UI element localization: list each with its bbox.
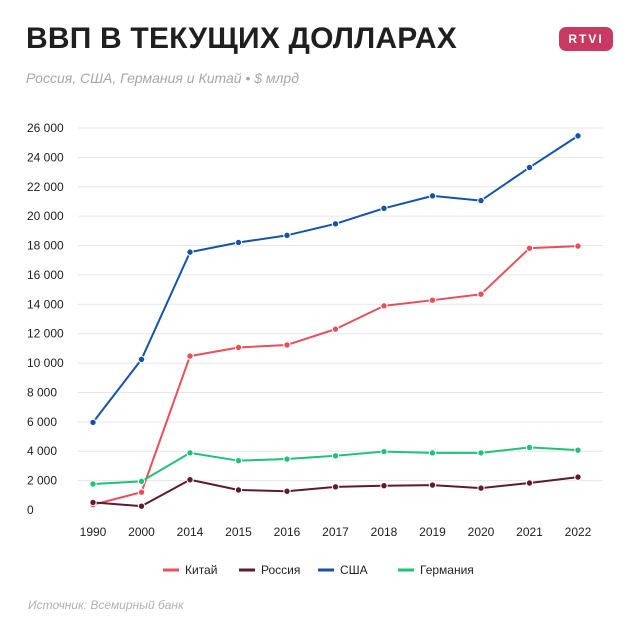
data-point	[331, 483, 340, 491]
y-tick-label: 14 000	[27, 297, 64, 311]
y-tick-label: 4 000	[27, 444, 57, 458]
series-line	[92, 476, 579, 508]
data-point	[574, 132, 582, 140]
data-point	[234, 238, 243, 247]
data-point	[574, 242, 582, 250]
data-point	[186, 476, 194, 484]
data-point	[89, 418, 97, 427]
x-tick-label: 2018	[371, 525, 398, 539]
data-point	[283, 487, 291, 495]
y-tick-label: 18 000	[27, 239, 64, 253]
legend-label: Германия	[420, 563, 474, 577]
y-tick-label: 26 000	[27, 121, 64, 135]
data-point	[428, 296, 437, 304]
source-note: Источник: Всемирный банк	[28, 598, 184, 612]
x-tick-label: 2000	[128, 525, 155, 539]
series-group	[89, 132, 582, 510]
data-point	[186, 352, 194, 360]
data-point	[380, 302, 388, 310]
x-tick-label: 2020	[468, 525, 495, 539]
rtvi-logo: RTVI	[559, 27, 613, 51]
data-point	[574, 446, 582, 454]
data-point	[428, 192, 437, 200]
data-point	[331, 220, 340, 228]
data-point	[331, 452, 340, 460]
x-tick-label: 2022	[565, 525, 592, 539]
y-tick-label: 16 000	[27, 268, 64, 282]
y-tick-label: 12 000	[27, 327, 64, 341]
data-point	[477, 484, 485, 492]
data-point	[525, 163, 534, 172]
x-tick-label: 1990	[80, 525, 107, 539]
legend: Китай Россия США Германия	[163, 563, 474, 577]
y-tick-label: 6 000	[27, 415, 57, 429]
y-tick-label: 24 000	[27, 150, 64, 164]
data-point	[380, 447, 388, 456]
data-point	[477, 196, 485, 205]
x-tick-label: 2019	[419, 525, 446, 539]
y-tick-label: 8 000	[27, 385, 57, 399]
data-point	[186, 248, 194, 256]
series-line	[92, 135, 579, 423]
x-axis-ticks: 1990 2000 2014 2015 2016 2017 2018 2019 2020 2021…	[80, 525, 592, 539]
data-point	[525, 443, 534, 452]
data-point	[89, 498, 97, 507]
data-point	[234, 486, 243, 494]
legend-label: Россия	[261, 563, 300, 577]
y-tick-label: 0	[27, 503, 34, 517]
y-axis-ticks: 0 2 000 4 000 6 000 8 000 10 000 12 000 14 000 1…	[27, 121, 64, 517]
legend-label: Китай	[185, 563, 217, 577]
y-tick-label: 20 000	[27, 209, 64, 223]
data-point	[283, 231, 291, 240]
series-line	[92, 245, 579, 506]
data-point	[137, 502, 146, 510]
data-point	[331, 325, 340, 333]
chart-title: ВВП В ТЕКУЩИХ ДОЛЛАРАХ	[26, 22, 457, 55]
data-point	[477, 449, 485, 457]
data-point	[283, 341, 291, 349]
x-tick-label: 2014	[177, 525, 204, 539]
y-tick-label: 2 000	[27, 474, 57, 488]
data-point	[186, 449, 194, 457]
data-point	[89, 480, 97, 488]
x-tick-label: 2015	[225, 525, 252, 539]
data-point	[137, 488, 146, 496]
data-point	[137, 355, 146, 364]
data-point	[574, 473, 582, 481]
data-point	[525, 479, 534, 487]
data-point	[380, 204, 388, 213]
data-point	[380, 482, 388, 490]
data-point	[234, 343, 243, 352]
data-point	[428, 449, 437, 457]
data-point	[283, 455, 291, 463]
data-point	[234, 456, 243, 465]
data-point	[525, 244, 534, 252]
data-point	[428, 481, 437, 489]
chart-subtitle: Россия, США, Германия и Китай • $ млрд	[26, 70, 299, 86]
y-tick-label: 22 000	[27, 180, 64, 194]
y-tick-label: 10 000	[27, 356, 64, 370]
x-tick-label: 2017	[322, 525, 349, 539]
data-point	[477, 290, 485, 298]
grid-lines	[78, 127, 603, 482]
x-tick-label: 2021	[516, 525, 543, 539]
legend-label: США	[340, 563, 368, 577]
data-point	[137, 477, 146, 486]
x-tick-label: 2016	[274, 525, 301, 539]
